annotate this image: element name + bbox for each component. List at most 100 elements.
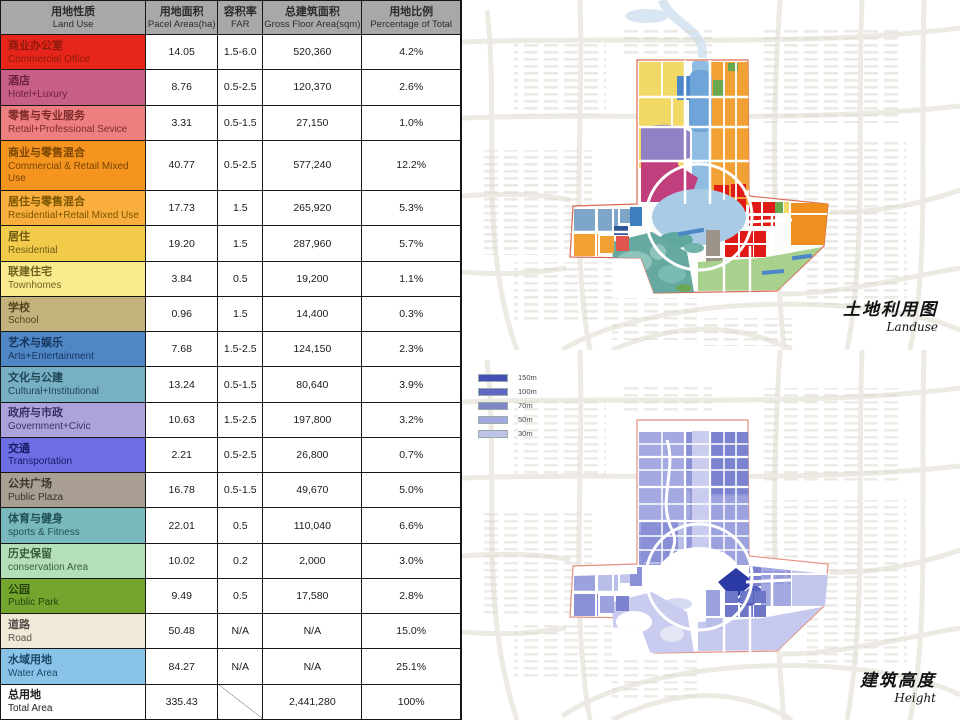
pct-cell: 4.2% [361, 33, 462, 71]
area-cell: 10.02 [145, 542, 219, 579]
landuse-name-en: Commercial Office [8, 53, 91, 65]
legend-item: 100m [478, 386, 537, 397]
table-row: 居住与零售混合 Residential+Retail Mixed Use 17.73… [0, 190, 462, 227]
landuse-name-cjk: 水域用地 [8, 654, 52, 667]
pct-cell: 2.6% [361, 69, 462, 106]
legend-label: 50m [518, 415, 533, 424]
landuse-map-panel: 土地利用图 Landuse [462, 0, 960, 350]
pct-cell: 5.7% [361, 225, 462, 262]
pct-cell: 15.0% [361, 613, 462, 650]
area-cell: 17.73 [145, 190, 219, 227]
far-cell: 1.5 [217, 295, 264, 333]
landuse-name-en: Government+Civic [8, 421, 91, 433]
gfa-cell: 27,150 [262, 104, 363, 141]
gfa-cell: 577,240 [262, 139, 363, 192]
area-cell: 14.05 [145, 33, 219, 71]
table-row: 居住 Residential 19.20 1.5 287,960 5.7% [0, 225, 462, 262]
table-row: 道路 Road 50.48 N/A N/A 15.0% [0, 613, 462, 650]
far-cell: 0.5-2.5 [217, 69, 264, 106]
landuse-name-cjk: 联建住宅 [8, 266, 52, 279]
col-header-en: FAR [231, 18, 250, 30]
table-row: 商业办公室 Commercial Office 14.05 1.5-6.0 520,36… [0, 33, 462, 71]
landuse-name-cell: 交通 Transportation [0, 436, 147, 474]
area-cell: 335.43 [145, 683, 219, 720]
landuse-name-en: Public Park [8, 597, 59, 609]
area-cell: 16.78 [145, 472, 219, 509]
col-header-cjk: 用地面积 [159, 5, 204, 18]
gfa-cell: 265,920 [262, 190, 363, 227]
landuse-name-cjk: 体育与健身 [8, 513, 63, 526]
landuse-name-cjk: 商业与零售混合 [8, 147, 85, 160]
landuse-name-en: Retail+Professional Sevice [8, 124, 128, 136]
table-row: 交通 Transportation 2.21 0.5-2.5 26,800 0.7% [0, 436, 462, 474]
area-cell: 3.31 [145, 104, 219, 141]
table-row: 学校 School 0.96 1.5 14,400 0.3% [0, 295, 462, 333]
pct-cell: 5.0% [361, 472, 462, 509]
gfa-cell: 110,040 [262, 507, 363, 544]
landuse-name-cjk: 政府与市政 [8, 407, 63, 420]
area-cell: 22.01 [145, 507, 219, 544]
pct-cell: 3.0% [361, 542, 462, 579]
table-row: 零售与专业服务 Retail+Professional Sevice 3.31 0.5… [0, 104, 462, 141]
legend-item: 150m [478, 372, 537, 383]
landuse-name-cell: 酒店 Hotel+Luxury [0, 69, 147, 106]
gfa-cell: 520,360 [262, 33, 363, 71]
landuse-name-cell: 居住与零售混合 Residential+Retail Mixed Use [0, 190, 147, 227]
far-cell [217, 683, 264, 720]
gfa-cell: 120,370 [262, 69, 363, 106]
landuse-name-cell: 道路 Road [0, 613, 147, 650]
col-header-cjk: 用地性质 [51, 5, 96, 18]
gfa-cell: 49,670 [262, 472, 363, 509]
height-map-svg [462, 350, 960, 720]
pct-cell: 2.8% [361, 577, 462, 615]
table-row: 政府与市政 Government+Civic 10.63 1.5-2.5 197,800… [0, 401, 462, 438]
landuse-name-en: Total Area [8, 703, 53, 715]
area-cell: 0.96 [145, 295, 219, 333]
col-header-en: Pacel Areas(ha) [147, 18, 216, 30]
pct-cell: 2.3% [361, 331, 462, 368]
far-cell: N/A [217, 613, 264, 650]
far-cell: 1.5-2.5 [217, 401, 264, 438]
far-cell: 0.2 [217, 542, 264, 579]
landuse-map-svg [462, 0, 960, 350]
gfa-cell: 287,960 [262, 225, 363, 262]
gfa-cell: 124,150 [262, 331, 363, 368]
table-header: 用地性质 Land Use 用地面积 Pacel Areas(ha) 容积率 FAR 总建筑… [0, 0, 462, 35]
col-header-en: Gross Floor Area(sqm) [264, 18, 361, 30]
height-title-en: Height [894, 690, 936, 705]
area-cell: 50.48 [145, 613, 219, 650]
landuse-name-en: Townhomes [8, 280, 62, 292]
pct-cell: 25.1% [361, 648, 462, 685]
landuse-name-en: Commercial & Retail Mixed Use [8, 160, 129, 184]
col-header-gross-floor-area: 总建筑面积 Gross Floor Area(sqm) [262, 0, 363, 35]
landuse-map-title: 土地利用图 Landuse [843, 300, 938, 334]
landuse-name-cell: 商业办公室 Commercial Office [0, 33, 147, 71]
landuse-name-cell: 商业与零售混合 Commercial & Retail Mixed Use [0, 139, 147, 192]
landuse-name-en: Residential+Retail Mixed Use [8, 209, 139, 221]
landuse-name-en: conservation Area [8, 562, 89, 574]
gfa-cell: N/A [262, 648, 363, 685]
landuse-name-cjk: 酒店 [8, 74, 30, 87]
landuse-name-cell: 公共广场 Public Plaza [0, 472, 147, 509]
legend-label: 70m [518, 401, 533, 410]
gfa-cell: 26,800 [262, 436, 363, 474]
far-cell: 0.5 [217, 507, 264, 544]
landuse-name-cjk: 道路 [8, 618, 30, 631]
col-header-land-use: 用地性质 Land Use [0, 0, 147, 35]
far-cell: 0.5-1.5 [217, 366, 264, 403]
gfa-cell: 2,000 [262, 542, 363, 579]
landuse-name-cell: 零售与专业服务 Retail+Professional Sevice [0, 104, 147, 141]
table-row: 公园 Public Park 9.49 0.5 17,580 2.8% [0, 577, 462, 615]
col-header-far: 容积率 FAR [217, 0, 264, 35]
gfa-cell: 2,441,280 [262, 683, 363, 720]
col-header-en: Percentage of Total [370, 18, 453, 30]
table-row: 水域用地 Water Area 84.27 N/A N/A 25.1% [0, 648, 462, 685]
landuse-name-en: Public Plaza [8, 491, 64, 503]
col-header-en: Land Use [52, 18, 94, 30]
landuse-name-en: Residential [8, 244, 58, 256]
landuse-table: 用地性质 Land Use 用地面积 Pacel Areas(ha) 容积率 FAR 总建筑… [0, 0, 462, 720]
pct-cell: 6.6% [361, 507, 462, 544]
landuse-name-en: sports & Fitness [8, 526, 80, 538]
landuse-name-cell: 联建住宅 Townhomes [0, 260, 147, 297]
pct-cell: 100% [361, 683, 462, 720]
